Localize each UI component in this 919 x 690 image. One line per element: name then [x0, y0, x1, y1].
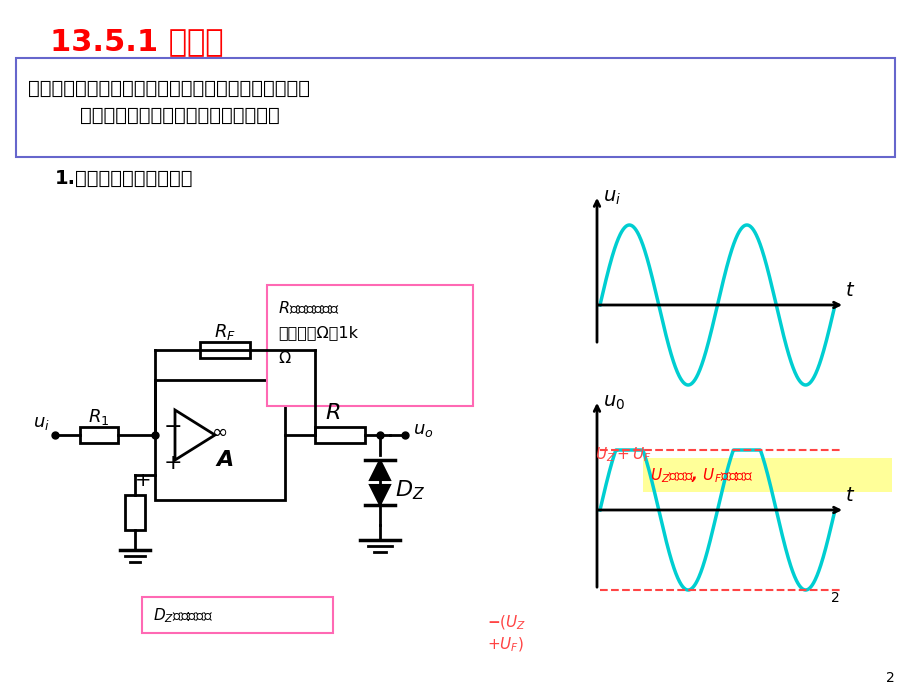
Text: A: A	[216, 450, 233, 470]
Text: $R$: $R$	[324, 403, 340, 423]
Text: $+U_F)$: $+U_F)$	[486, 635, 524, 654]
Text: $u_i$: $u_i$	[602, 188, 620, 206]
Bar	[125, 495, 145, 530]
Text: $R_1$: $R_1$	[88, 407, 109, 427]
FancyBboxPatch shape	[267, 285, 472, 406]
Text: 2: 2	[885, 671, 893, 685]
FancyBboxPatch shape	[642, 458, 891, 492]
Text: $t$: $t$	[844, 486, 855, 504]
FancyBboxPatch shape	[16, 58, 894, 157]
Text: $D_Z$双向稳压管: $D_Z$双向稳压管	[153, 607, 212, 625]
Text: 非线性元件（二极管、稳压二极管）。: 非线性元件（二极管、稳压二极管）。	[80, 106, 279, 124]
Bar	[199, 342, 250, 358]
Text: $u_o$: $u_o$	[413, 421, 433, 439]
Text: $D_Z$: $D_Z$	[394, 478, 425, 502]
Bar	[80, 427, 118, 443]
Text: Ω: Ω	[278, 351, 289, 366]
Text: 特点：电路中的运放处于线性放大状态，但外围电路有: 特点：电路中的运放处于线性放大状态，但外围电路有	[28, 79, 310, 97]
Text: $R_F$: $R_F$	[214, 322, 235, 342]
Polygon shape	[369, 485, 390, 505]
Text: +: +	[134, 471, 151, 489]
Text: 2: 2	[831, 591, 839, 605]
Text: $u_0$: $u_0$	[602, 393, 624, 411]
Bar	[154, 380, 285, 500]
Text: $U_Z +U_F$: $U_Z +U_F$	[595, 446, 652, 464]
Text: 1.双向稳压管接于输出端: 1.双向稳压管接于输出端	[55, 168, 193, 188]
Polygon shape	[369, 460, 390, 480]
Bar	[314, 427, 365, 443]
Text: ∞: ∞	[211, 422, 228, 442]
Text: −$(U_Z$: −$(U_Z$	[486, 614, 526, 632]
Text: +: +	[164, 453, 182, 473]
Text: $u_i$: $u_i$	[33, 414, 50, 432]
Text: −: −	[164, 417, 182, 437]
Text: 般取几百Ω～1k: 般取几百Ω～1k	[278, 326, 357, 340]
Text: $R$限流电阻：一: $R$限流电阻：一	[278, 299, 339, 316]
Text: $t$: $t$	[844, 281, 855, 299]
FancyBboxPatch shape	[142, 597, 333, 633]
Text: 13.5.1 限幅器: 13.5.1 限幅器	[50, 28, 223, 57]
Text: $U_Z$稳压值, $U_F$正向压降: $U_Z$稳压值, $U_F$正向压降	[650, 466, 753, 485]
